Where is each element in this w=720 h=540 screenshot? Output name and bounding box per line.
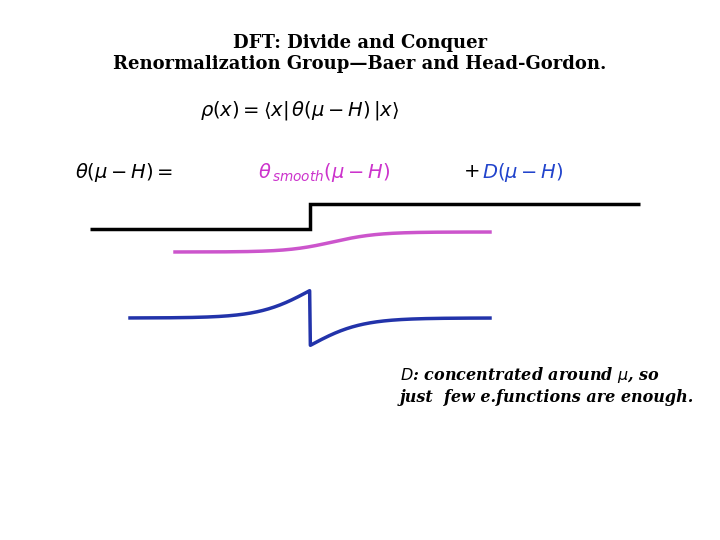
- Text: just  few e.functions are enough.: just few e.functions are enough.: [400, 388, 694, 406]
- Text: DFT: Divide and Conquer: DFT: Divide and Conquer: [233, 34, 487, 52]
- Text: Renormalization Group—Baer and Head-Gordon.: Renormalization Group—Baer and Head-Gord…: [113, 55, 607, 73]
- Text: $D(\mu - H)$: $D(\mu - H)$: [482, 160, 564, 184]
- Text: $\theta_{\,smooth}(\mu - H)$: $\theta_{\,smooth}(\mu - H)$: [258, 160, 390, 184]
- Text: $D$: concentrated around $\mu$, so: $D$: concentrated around $\mu$, so: [400, 365, 660, 385]
- Text: $\rho(x) = \langle x|\,\theta(\mu - H)\,|x\rangle$: $\rho(x) = \langle x|\,\theta(\mu - H)\,…: [200, 98, 400, 122]
- Text: $+$: $+$: [463, 163, 480, 181]
- Text: $\theta(\mu - H) = $: $\theta(\mu - H) = $: [75, 160, 174, 184]
